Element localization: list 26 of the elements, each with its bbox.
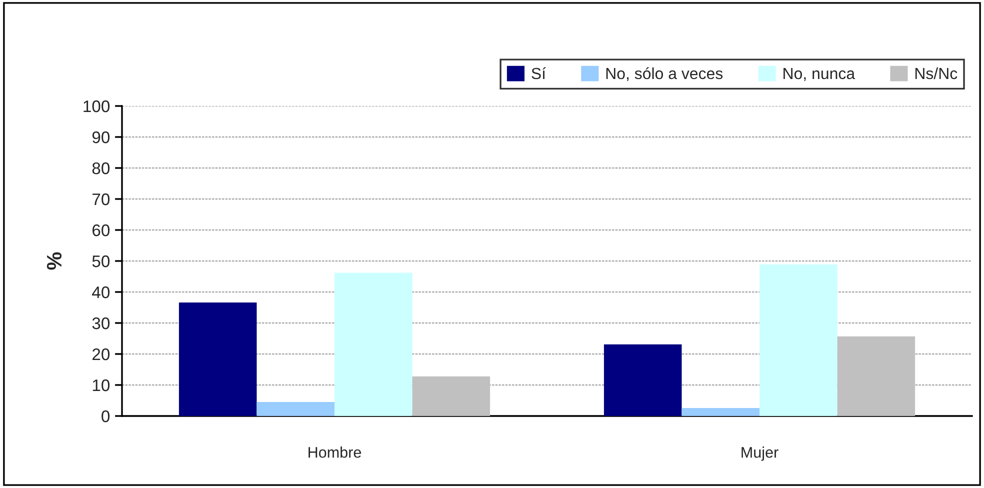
x-tick-label: Mujer — [742, 446, 778, 461]
y-tick-label: 90 — [92, 131, 110, 144]
legend-label: No, sólo a veces — [606, 67, 723, 82]
bar — [334, 272, 412, 416]
bar — [412, 376, 490, 416]
bar — [760, 264, 838, 416]
y-tick-label: 50 — [92, 255, 110, 268]
bar — [256, 402, 334, 416]
y-tick-label: 80 — [92, 162, 110, 174]
y-tick-label: 100 — [84, 100, 110, 112]
y-tick-label: 30 — [92, 317, 110, 330]
y-tick-label: 10 — [92, 379, 110, 392]
x-tick-label: Hombre — [308, 446, 361, 458]
y-tick-label: 70 — [92, 193, 110, 206]
bar — [604, 344, 682, 416]
y-tick-label: 40 — [92, 286, 110, 298]
legend-label: Sí — [532, 67, 546, 80]
legend-label: Ns/Nc — [915, 67, 958, 80]
bar — [682, 408, 760, 416]
y-tick-label: 20 — [92, 348, 110, 360]
y-tick-label: 60 — [92, 224, 110, 236]
y-axis-title: % — [46, 252, 62, 270]
y-tick-label: 0 — [102, 410, 110, 422]
bar — [178, 302, 257, 416]
legend-label: No, nunca — [784, 68, 856, 82]
bar — [837, 336, 916, 416]
